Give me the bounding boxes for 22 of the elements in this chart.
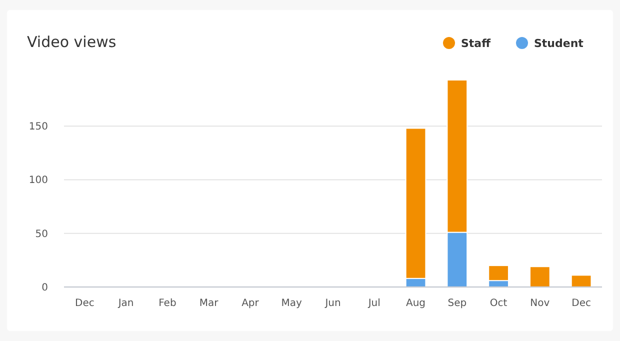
x-tick-label: Jan <box>117 298 134 309</box>
x-tick-label: May <box>281 298 302 309</box>
y-tick-label: 150 <box>28 122 48 133</box>
y-tick-label: 50 <box>35 228 48 240</box>
legend-label: Staff <box>461 37 491 50</box>
y-tick-label: 100 <box>28 175 48 186</box>
y-tick-label: 0 <box>42 282 48 294</box>
chart-title: Video views <box>27 33 116 51</box>
x-tick-label: Mar <box>199 298 220 309</box>
x-tick-label: Jun <box>324 298 341 309</box>
x-tick-label: Feb <box>158 298 176 309</box>
x-tick-label: Dec <box>572 298 591 309</box>
x-tick-label: Nov <box>530 298 550 309</box>
legend-label: Student <box>534 37 584 50</box>
x-tick-label: Oct <box>490 298 508 309</box>
x-tick-label: Dec <box>75 298 94 309</box>
x-tick-label: Jul <box>367 298 380 309</box>
bar <box>529 266 550 288</box>
x-tick-label: Apr <box>242 298 260 309</box>
bar <box>570 274 592 288</box>
x-tick-label: Aug <box>406 298 426 309</box>
x-tick-label: Sep <box>448 298 467 309</box>
